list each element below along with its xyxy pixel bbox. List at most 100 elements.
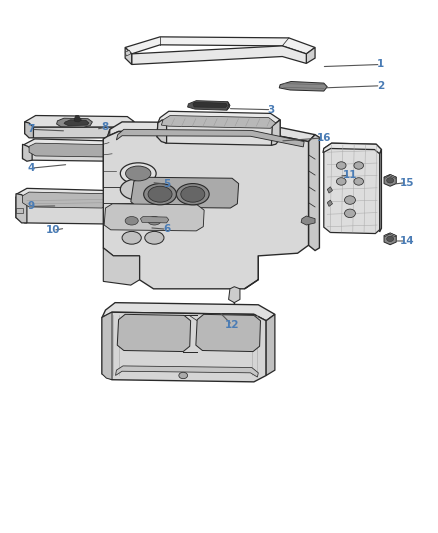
Ellipse shape xyxy=(387,177,394,183)
Polygon shape xyxy=(122,221,141,238)
Polygon shape xyxy=(384,233,396,245)
Ellipse shape xyxy=(122,214,141,227)
Polygon shape xyxy=(57,118,92,127)
Polygon shape xyxy=(308,135,319,251)
Ellipse shape xyxy=(148,186,172,202)
Polygon shape xyxy=(16,195,113,224)
Polygon shape xyxy=(117,130,304,147)
Ellipse shape xyxy=(122,231,141,244)
Polygon shape xyxy=(131,177,239,208)
Ellipse shape xyxy=(144,183,177,205)
Ellipse shape xyxy=(345,196,356,204)
Ellipse shape xyxy=(125,216,138,225)
Polygon shape xyxy=(22,144,32,161)
Polygon shape xyxy=(306,47,315,63)
Text: 16: 16 xyxy=(317,133,331,143)
Polygon shape xyxy=(384,174,396,186)
Polygon shape xyxy=(108,122,315,142)
Polygon shape xyxy=(157,120,166,143)
Text: 2: 2 xyxy=(377,81,384,91)
Polygon shape xyxy=(244,256,258,289)
Polygon shape xyxy=(324,143,381,233)
Polygon shape xyxy=(125,50,131,56)
Polygon shape xyxy=(279,82,327,91)
Ellipse shape xyxy=(345,209,356,217)
Polygon shape xyxy=(157,120,280,146)
Text: 7: 7 xyxy=(28,124,35,134)
Polygon shape xyxy=(102,312,266,382)
Ellipse shape xyxy=(354,177,364,185)
Polygon shape xyxy=(25,116,134,127)
Ellipse shape xyxy=(181,186,205,202)
Text: 6: 6 xyxy=(163,224,170,235)
Polygon shape xyxy=(187,101,230,110)
Polygon shape xyxy=(22,139,120,151)
Polygon shape xyxy=(227,102,230,110)
Text: 15: 15 xyxy=(399,177,414,188)
Polygon shape xyxy=(161,116,276,128)
Ellipse shape xyxy=(145,214,164,227)
Polygon shape xyxy=(158,111,280,126)
Polygon shape xyxy=(327,187,332,193)
Ellipse shape xyxy=(120,179,156,200)
Text: 11: 11 xyxy=(343,170,357,180)
Polygon shape xyxy=(103,130,110,193)
Text: 10: 10 xyxy=(46,225,60,236)
Text: 8: 8 xyxy=(102,122,109,132)
Polygon shape xyxy=(102,312,112,379)
Ellipse shape xyxy=(354,162,364,169)
Ellipse shape xyxy=(177,183,209,205)
Polygon shape xyxy=(112,147,120,161)
Ellipse shape xyxy=(336,162,346,169)
Text: 14: 14 xyxy=(399,236,414,246)
Polygon shape xyxy=(145,221,164,238)
Polygon shape xyxy=(196,314,261,352)
Polygon shape xyxy=(193,102,227,108)
Ellipse shape xyxy=(336,177,346,185)
Text: 9: 9 xyxy=(28,201,35,212)
Polygon shape xyxy=(22,147,120,161)
Polygon shape xyxy=(272,120,280,146)
Polygon shape xyxy=(327,200,332,206)
Ellipse shape xyxy=(148,216,161,225)
Ellipse shape xyxy=(179,372,187,378)
Polygon shape xyxy=(16,193,27,223)
Polygon shape xyxy=(127,122,134,138)
Polygon shape xyxy=(117,314,191,352)
Polygon shape xyxy=(384,233,396,237)
Polygon shape xyxy=(16,188,113,200)
Ellipse shape xyxy=(387,236,394,241)
Ellipse shape xyxy=(120,163,156,184)
Polygon shape xyxy=(132,46,306,64)
Polygon shape xyxy=(384,174,396,178)
Text: 3: 3 xyxy=(268,104,275,115)
Polygon shape xyxy=(104,204,204,231)
Polygon shape xyxy=(102,303,275,321)
Ellipse shape xyxy=(145,231,164,244)
Polygon shape xyxy=(22,192,109,208)
Polygon shape xyxy=(120,173,156,189)
Polygon shape xyxy=(25,122,33,138)
Text: 4: 4 xyxy=(28,163,35,173)
Polygon shape xyxy=(266,314,275,375)
Polygon shape xyxy=(125,37,315,54)
Polygon shape xyxy=(125,47,132,64)
Polygon shape xyxy=(103,132,308,289)
Text: 1: 1 xyxy=(377,60,384,69)
Polygon shape xyxy=(74,116,81,122)
Polygon shape xyxy=(301,216,315,225)
Polygon shape xyxy=(29,143,115,157)
Text: 5: 5 xyxy=(163,179,170,189)
Polygon shape xyxy=(380,150,381,232)
Ellipse shape xyxy=(126,166,151,181)
Polygon shape xyxy=(106,195,113,224)
Polygon shape xyxy=(64,120,89,126)
Polygon shape xyxy=(103,248,140,285)
Text: 12: 12 xyxy=(225,320,239,330)
Polygon shape xyxy=(116,366,258,377)
Polygon shape xyxy=(229,287,240,303)
Polygon shape xyxy=(323,143,381,154)
Polygon shape xyxy=(16,208,22,213)
Polygon shape xyxy=(25,122,134,138)
Polygon shape xyxy=(141,216,169,223)
